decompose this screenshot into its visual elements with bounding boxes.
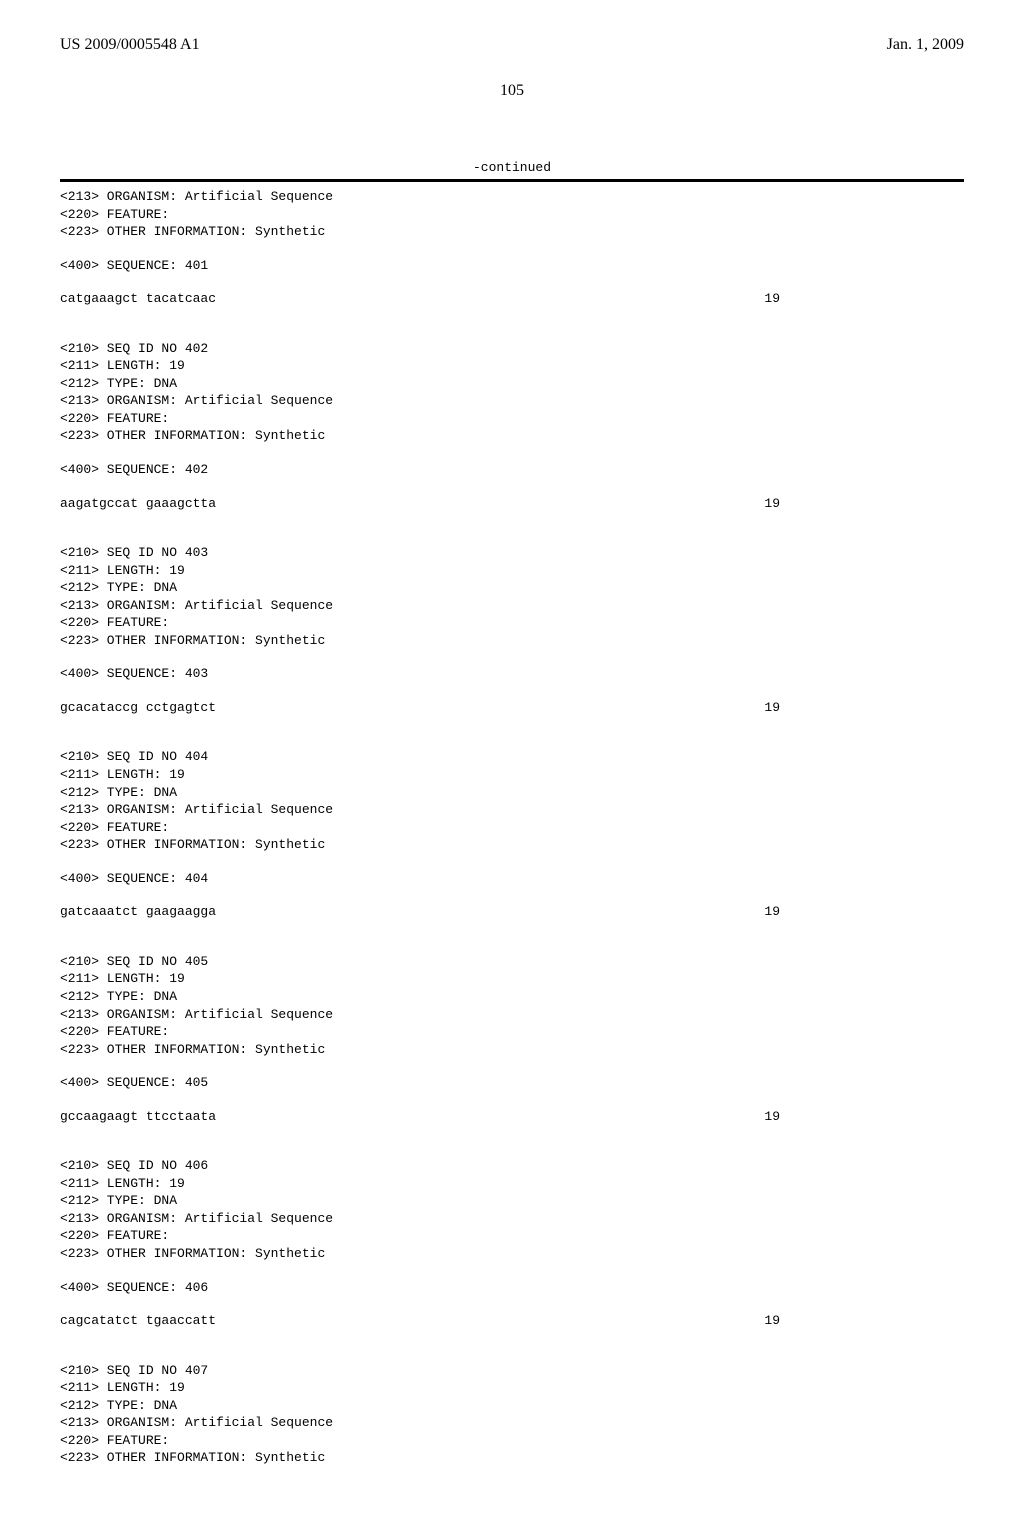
seq-length-value: 19 bbox=[764, 495, 780, 513]
seq-length-value: 19 bbox=[764, 1312, 780, 1330]
seq-meta-block: <213> ORGANISM: Artificial Sequence <220… bbox=[60, 188, 964, 241]
spacer bbox=[60, 324, 964, 340]
page-container: US 2009/0005548 A1 Jan. 1, 2009 105 -con… bbox=[0, 0, 1024, 1523]
seq-sequence-row: gccaagaagt ttcctaata 19 bbox=[60, 1108, 780, 1126]
seq-sequence-text: catgaaagct tacatcaac bbox=[60, 290, 216, 308]
seq-sequence-row: cagcatatct tgaaccatt 19 bbox=[60, 1312, 780, 1330]
seq-sequence-text: cagcatatct tgaaccatt bbox=[60, 1312, 216, 1330]
spacer bbox=[60, 528, 964, 544]
spacer bbox=[60, 937, 964, 953]
seq-meta-block: <210> SEQ ID NO 406 <211> LENGTH: 19 <21… bbox=[60, 1157, 964, 1262]
sequence-listing: <213> ORGANISM: Artificial Sequence <220… bbox=[60, 188, 964, 1467]
seq-sequence-row: gcacataccg cctgagtct 19 bbox=[60, 699, 780, 717]
page-header: US 2009/0005548 A1 Jan. 1, 2009 bbox=[60, 36, 964, 54]
seq-header-line: <400> SEQUENCE: 405 bbox=[60, 1074, 964, 1092]
seq-sequence-text: aagatgccat gaaagctta bbox=[60, 495, 216, 513]
seq-sequence-row: catgaaagct tacatcaac 19 bbox=[60, 290, 780, 308]
seq-meta-block: <210> SEQ ID NO 404 <211> LENGTH: 19 <21… bbox=[60, 748, 964, 853]
section-rule bbox=[60, 179, 964, 182]
header-left: US 2009/0005548 A1 bbox=[60, 36, 200, 54]
seq-sequence-text: gcacataccg cctgagtct bbox=[60, 699, 216, 717]
header-right: Jan. 1, 2009 bbox=[887, 36, 964, 54]
seq-meta-block: <210> SEQ ID NO 407 <211> LENGTH: 19 <21… bbox=[60, 1362, 964, 1467]
seq-length-value: 19 bbox=[764, 290, 780, 308]
seq-header-line: <400> SEQUENCE: 406 bbox=[60, 1279, 964, 1297]
spacer bbox=[60, 1346, 964, 1362]
seq-meta-block: <210> SEQ ID NO 405 <211> LENGTH: 19 <21… bbox=[60, 953, 964, 1058]
seq-header-line: <400> SEQUENCE: 401 bbox=[60, 257, 964, 275]
seq-sequence-row: aagatgccat gaaagctta 19 bbox=[60, 495, 780, 513]
seq-header-line: <400> SEQUENCE: 402 bbox=[60, 461, 964, 479]
seq-header-line: <400> SEQUENCE: 403 bbox=[60, 665, 964, 683]
seq-length-value: 19 bbox=[764, 1108, 780, 1126]
seq-sequence-text: gatcaaatct gaagaagga bbox=[60, 903, 216, 921]
seq-sequence-text: gccaagaagt ttcctaata bbox=[60, 1108, 216, 1126]
seq-meta-block: <210> SEQ ID NO 403 <211> LENGTH: 19 <21… bbox=[60, 544, 964, 649]
seq-header-line: <400> SEQUENCE: 404 bbox=[60, 870, 964, 888]
seq-length-value: 19 bbox=[764, 903, 780, 921]
spacer bbox=[60, 1141, 964, 1157]
spacer bbox=[60, 732, 964, 748]
page-number: 105 bbox=[60, 82, 964, 100]
seq-length-value: 19 bbox=[764, 699, 780, 717]
continued-label: -continued bbox=[60, 160, 964, 175]
seq-meta-block: <210> SEQ ID NO 402 <211> LENGTH: 19 <21… bbox=[60, 340, 964, 445]
seq-sequence-row: gatcaaatct gaagaagga 19 bbox=[60, 903, 780, 921]
